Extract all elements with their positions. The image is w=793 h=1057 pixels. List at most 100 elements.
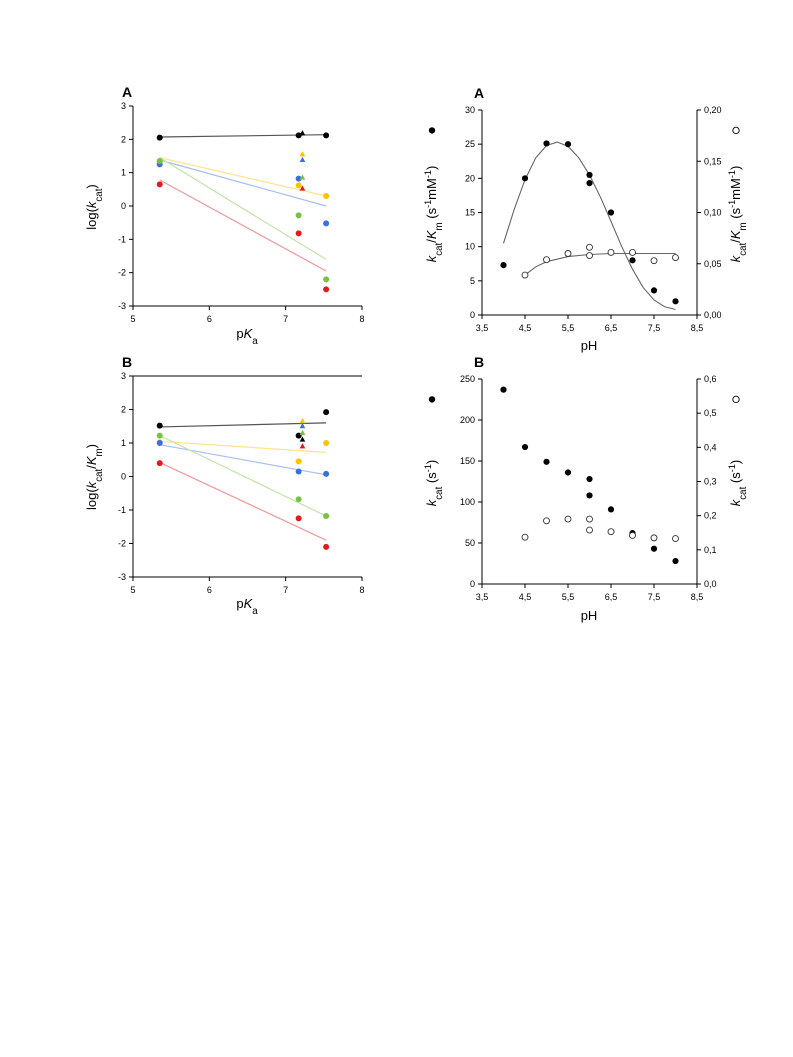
open-circle-legend-symbol — [732, 126, 740, 135]
open-circle-marker — [521, 271, 529, 279]
open-circle-marker — [629, 532, 636, 539]
filled-circle-marker — [500, 386, 507, 393]
open-circle-marker — [586, 252, 593, 260]
open-circle-marker — [650, 257, 658, 265]
open-circle-marker — [543, 517, 550, 525]
circle-marker — [323, 286, 330, 293]
panel-letter: B — [122, 354, 132, 370]
filled-circle-marker — [586, 180, 593, 187]
filled-circle-marker — [586, 475, 593, 483]
y-tick-label: 5 — [470, 276, 475, 286]
x-tick-label: 8 — [359, 585, 364, 595]
y2-tick-label: 0,20 — [704, 105, 722, 115]
x-tick-label: 6 — [207, 585, 212, 595]
circle-marker — [323, 543, 330, 550]
filled-circle-marker — [586, 492, 593, 499]
circle-marker — [295, 132, 302, 139]
filled-circle-marker — [607, 506, 615, 513]
circle-marker — [323, 276, 330, 283]
filled-circle-marker — [521, 175, 529, 182]
open-circle-marker — [564, 250, 572, 257]
regression-line — [159, 422, 327, 428]
y2-tick-label: 0,15 — [704, 156, 722, 166]
x-tick-label: 6,5 — [605, 592, 618, 602]
y2-axis-label: kcat/Km (s-1mM-1) — [727, 166, 749, 263]
y2-tick-label: 0,3 — [704, 477, 717, 487]
circle-marker — [295, 182, 302, 189]
circle-marker — [323, 440, 330, 446]
filled-circle-marker — [607, 209, 615, 216]
y-tick-label: 2 — [121, 405, 126, 415]
x-tick-label: 7,5 — [648, 323, 661, 333]
triangle-marker — [299, 429, 306, 435]
y-tick-label: 2 — [121, 134, 126, 144]
circle-marker — [156, 432, 163, 439]
open-circle-marker — [629, 249, 636, 256]
y-tick-label: 0 — [470, 310, 475, 320]
y2-tick-label: 0,4 — [704, 442, 717, 452]
open-circle-marker — [607, 528, 615, 536]
x-axis-label: pKa — [236, 596, 258, 617]
y-tick-label: 0 — [121, 472, 126, 482]
open-circle-marker — [586, 526, 593, 534]
circle-marker — [323, 193, 330, 199]
y-tick-label: 25 — [465, 139, 475, 149]
circle-marker — [323, 513, 330, 520]
open-circle-marker — [543, 256, 550, 264]
y-tick-label: 10 — [465, 242, 475, 252]
panel-letter: A — [474, 85, 484, 101]
circle-marker — [156, 158, 163, 164]
triangle-marker — [299, 151, 306, 157]
triangle-marker — [299, 418, 306, 424]
y-tick-label: -1 — [118, 234, 126, 244]
y2-tick-label: 0,1 — [704, 545, 717, 555]
x-tick-label: 8 — [359, 314, 364, 324]
circle-marker — [323, 220, 330, 227]
triangle-marker — [299, 443, 306, 449]
regression-line — [159, 179, 327, 272]
y-tick-label: -2 — [118, 539, 126, 549]
y-tick-label: -1 — [118, 505, 126, 515]
open-circle-marker — [672, 254, 679, 262]
x-axis-label: pH — [581, 608, 598, 623]
x-axis-label: pKa — [236, 326, 258, 347]
y2-tick-label: 0,2 — [704, 511, 717, 521]
filled-circle-marker — [650, 545, 658, 552]
y-tick-label: 50 — [465, 538, 475, 548]
y-tick-label: 100 — [460, 497, 475, 507]
y-tick-label: 3 — [121, 371, 126, 381]
x-tick-label: 7 — [283, 585, 288, 595]
regression-line — [159, 157, 327, 197]
y2-tick-label: 0,5 — [704, 408, 717, 418]
panel-letter: B — [474, 354, 484, 370]
circle-marker — [156, 422, 163, 429]
fit-curve — [502, 141, 676, 311]
x-tick-label: 8,5 — [691, 323, 704, 333]
filled-circle-marker — [543, 140, 550, 147]
triangle-marker — [299, 185, 306, 191]
circle-marker — [295, 212, 302, 219]
x-tick-label: 3,5 — [476, 592, 489, 602]
y-tick-label: 250 — [460, 374, 475, 384]
open-circle-legend-symbol — [732, 395, 740, 404]
x-tick-label: 7 — [283, 314, 288, 324]
panel-letter: A — [122, 84, 132, 100]
y2-tick-label: 0,05 — [704, 259, 722, 269]
x-tick-label: 7,5 — [648, 592, 661, 602]
triangle-marker — [299, 156, 306, 162]
regression-line — [159, 159, 327, 207]
triangle-marker — [299, 174, 306, 180]
filled-circle-marker — [629, 257, 636, 264]
circle-marker — [295, 175, 302, 182]
open-circle-marker — [586, 515, 593, 523]
filled-circle-marker — [586, 171, 593, 179]
circle-marker — [295, 230, 302, 237]
y-tick-label: 0 — [121, 201, 126, 211]
y2-tick-label: 0,00 — [704, 310, 722, 320]
y2-tick-label: 0,0 — [704, 579, 717, 589]
circle-marker — [156, 460, 163, 467]
x-tick-label: 4,5 — [519, 323, 532, 333]
y-tick-label: -3 — [118, 572, 126, 582]
